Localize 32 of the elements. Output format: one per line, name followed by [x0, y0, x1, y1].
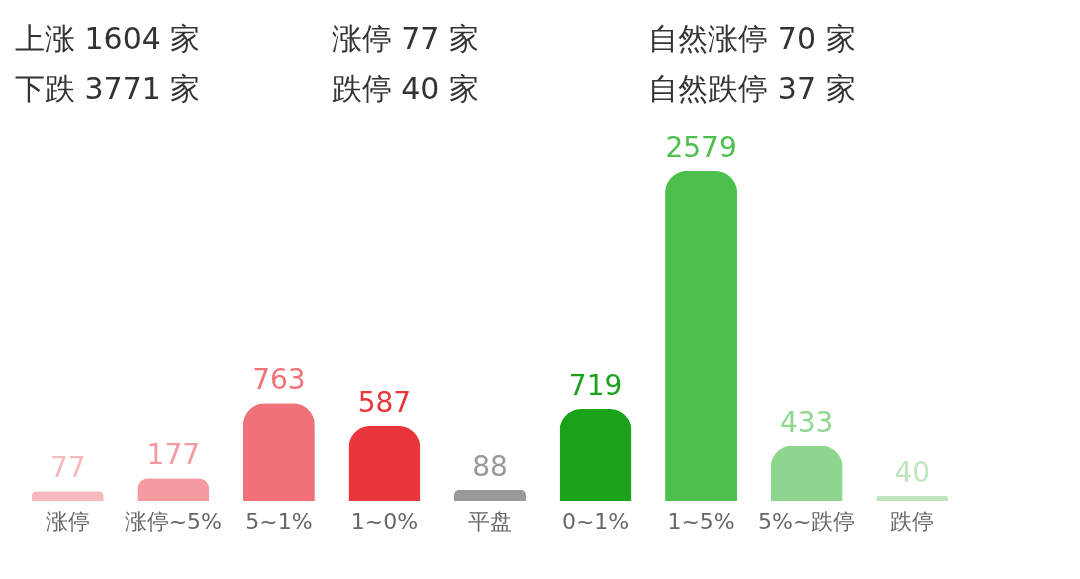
bar: [770, 445, 843, 501]
data-label: 2579: [665, 131, 737, 164]
bar: [348, 425, 421, 501]
text: 自然涨停 70 家: [648, 21, 856, 56]
text: 上涨 1604 家: [15, 21, 201, 56]
x-tick-label: 5~1%: [245, 508, 313, 534]
data-label: 88: [472, 449, 508, 483]
x-tick-label: 0~1%: [561, 508, 630, 534]
x-tick-label: 5%~跌停: [757, 508, 856, 534]
data-label: 763: [252, 363, 306, 397]
bar: [665, 171, 738, 501]
bar: [454, 489, 526, 501]
x-tick-label: 涨停: [45, 508, 90, 534]
text: 下跌 3771 家: [15, 71, 201, 106]
bar: [137, 478, 210, 501]
text: 自然跌停 37 家: [648, 71, 856, 106]
x-tick-label: 涨停~5%: [124, 508, 223, 534]
data-label: 40: [894, 455, 931, 489]
bar: [876, 495, 949, 501]
x-tick-label: 1~0%: [350, 508, 419, 534]
x-tick-label: 平盘: [468, 508, 512, 534]
x-tick-label: 1~5%: [667, 508, 735, 534]
data-label: 587: [357, 385, 412, 419]
bar: [559, 409, 632, 501]
text: 跌停 40 家: [331, 71, 479, 106]
data-label: 433: [779, 405, 834, 439]
text: 涨停 77 家: [331, 21, 479, 56]
data-label: 77: [49, 451, 86, 485]
data-label: 719: [568, 369, 623, 402]
data-label: 177: [146, 438, 201, 472]
bar: [242, 403, 315, 501]
x-tick-label: 跌停: [890, 508, 935, 534]
